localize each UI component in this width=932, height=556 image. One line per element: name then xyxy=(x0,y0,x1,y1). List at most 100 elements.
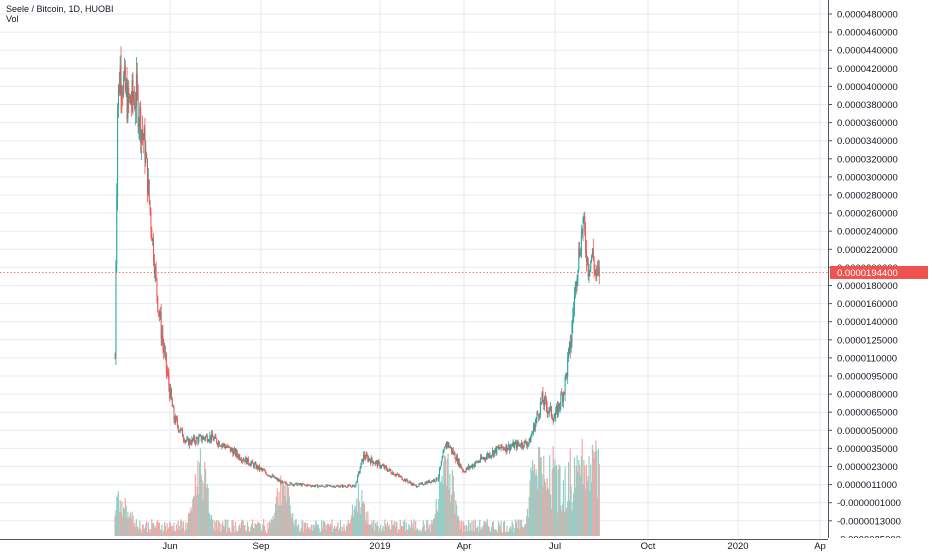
volume-bar xyxy=(131,511,133,536)
volume-bar xyxy=(304,523,306,536)
volume-bar xyxy=(245,531,247,536)
candle-body xyxy=(163,343,165,353)
volume-bar xyxy=(351,504,354,536)
time-tick-label: Sep xyxy=(253,541,270,551)
candle-body xyxy=(450,447,452,449)
candle-body xyxy=(515,442,517,448)
candle-body xyxy=(276,478,278,481)
price-tick-label: 0.0000125000 xyxy=(837,335,898,346)
candle-body xyxy=(449,447,451,449)
candle-body xyxy=(472,464,474,468)
volume-bar xyxy=(494,529,496,536)
candle-body xyxy=(199,435,201,437)
candle-body xyxy=(381,465,383,467)
volume-bar xyxy=(140,528,142,536)
volume-bar xyxy=(415,529,418,536)
volume-bar xyxy=(295,519,297,536)
candle-body xyxy=(462,468,464,471)
candle-body xyxy=(144,129,146,163)
volume-bar xyxy=(565,509,567,536)
volume-bar xyxy=(117,495,119,536)
candle-body xyxy=(238,455,240,458)
candle-body xyxy=(556,406,558,416)
candle-body xyxy=(150,211,152,229)
volume-bar xyxy=(128,516,131,536)
candle-body xyxy=(501,444,503,448)
volume-bar xyxy=(155,528,157,536)
candle-body xyxy=(190,443,192,445)
volume-bar xyxy=(402,525,404,536)
candle-body xyxy=(376,461,378,467)
volume-bar xyxy=(251,523,253,536)
volume-bar xyxy=(341,526,343,536)
volume-legend[interactable]: Vol xyxy=(6,14,19,24)
volume-bar xyxy=(158,522,161,536)
candle-body xyxy=(543,402,545,406)
candle-body xyxy=(410,483,412,486)
volume-bar xyxy=(556,512,559,536)
volume-bar xyxy=(260,532,262,536)
volume-bar xyxy=(248,532,250,536)
candle-body xyxy=(299,483,301,485)
candle-body xyxy=(499,448,501,450)
chart-pane[interactable]: Seele / Bitcoin, 1D, HUOBI Vol xyxy=(0,0,828,540)
candle-body xyxy=(535,418,537,423)
volume-bar xyxy=(192,499,194,536)
candle-body xyxy=(148,179,150,201)
candle-body xyxy=(480,456,482,459)
candle-body xyxy=(326,484,328,487)
volume-bar xyxy=(356,512,359,536)
volume-bar xyxy=(440,481,442,536)
candle-body xyxy=(557,403,559,416)
candle-body xyxy=(507,448,509,451)
candle-body xyxy=(322,485,324,487)
candle-body xyxy=(398,475,400,477)
candle-body xyxy=(547,411,549,413)
price-tick-label: 0.0000440000 xyxy=(837,46,898,57)
volume-bar xyxy=(488,527,490,536)
candle-body xyxy=(565,373,567,377)
volume-bar xyxy=(134,527,137,536)
volume-bar xyxy=(375,525,377,536)
volume-bar xyxy=(586,481,588,536)
candle-body xyxy=(196,437,198,439)
volume-bar xyxy=(141,524,143,536)
candle-body xyxy=(143,129,145,141)
volume-bar xyxy=(491,526,493,536)
candle-body xyxy=(369,458,371,461)
symbol-legend[interactable]: Seele / Bitcoin, 1D, HUOBI xyxy=(6,4,114,14)
candle-body xyxy=(585,231,587,251)
candle-body xyxy=(582,217,584,233)
volume-bar xyxy=(148,528,150,536)
candle-body xyxy=(272,475,274,478)
volume-bar xyxy=(532,470,535,536)
candle-body xyxy=(228,445,230,447)
volume-bar xyxy=(449,473,451,536)
time-axis[interactable]: Jun Sep 2019 Apr Jul Oct 2020 Ap xyxy=(0,538,932,552)
volume-bar xyxy=(234,532,236,536)
volume-bar xyxy=(117,491,120,536)
volume-bar xyxy=(593,457,595,536)
volume-bar xyxy=(199,462,201,536)
candle-body xyxy=(539,402,541,416)
volume-bar xyxy=(136,526,138,536)
volume-bar xyxy=(473,530,476,536)
candle-body xyxy=(558,403,560,408)
volume-bar xyxy=(236,531,238,536)
candle-body xyxy=(438,475,440,480)
price-axis[interactable]: 0.0000480000 0.0000460000 0.0000440000 0.00… xyxy=(828,0,932,545)
time-tick-label: Oct xyxy=(641,541,656,551)
price-chart[interactable] xyxy=(0,0,828,540)
volume-bar xyxy=(281,479,284,536)
candle-body xyxy=(407,481,409,483)
candle-body xyxy=(526,443,528,446)
candle-body xyxy=(293,484,295,486)
volume-bar xyxy=(567,461,570,536)
candle-body xyxy=(428,480,430,483)
volume-bar xyxy=(125,505,127,536)
candle-body xyxy=(168,375,170,387)
candle-body xyxy=(384,465,386,469)
candle-body xyxy=(356,481,358,483)
volume-bar xyxy=(315,520,317,536)
candle-body xyxy=(586,258,588,263)
